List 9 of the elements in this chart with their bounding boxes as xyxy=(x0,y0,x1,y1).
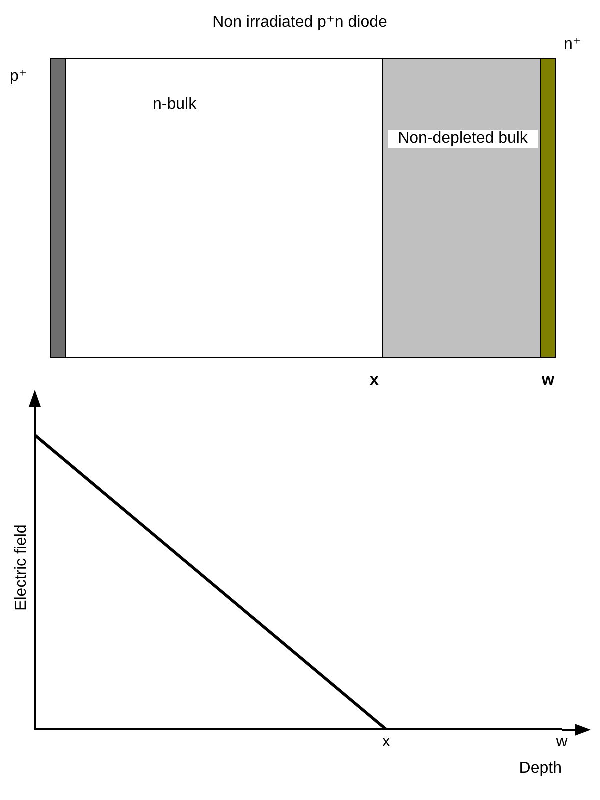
text: p⁺ xyxy=(10,67,28,86)
text: Non-depleted bulk xyxy=(388,130,538,148)
x-axis-title: Depth xyxy=(519,760,562,777)
text: w xyxy=(555,734,568,751)
y-axis-title: Electric field xyxy=(13,524,30,611)
text: n⁺ xyxy=(564,35,582,54)
chart-title: Non irradiated p⁺n diode xyxy=(212,13,388,32)
text: n-bulk xyxy=(153,96,197,114)
text: x xyxy=(382,734,390,751)
